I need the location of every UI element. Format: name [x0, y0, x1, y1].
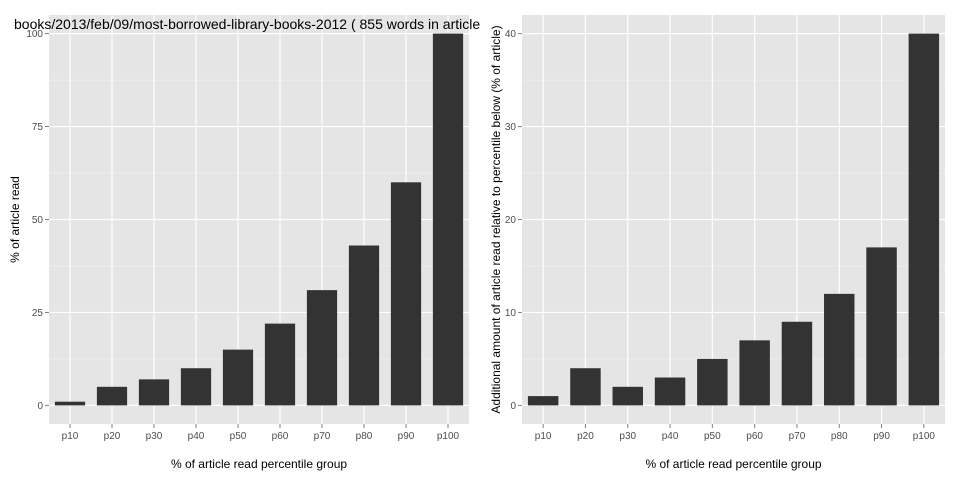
y-tick-label: 40 — [505, 29, 517, 40]
x-tick-label: p40 — [662, 431, 679, 442]
x-tick-label: p100 — [437, 431, 460, 442]
chart-title: books/2013/feb/09/most-borrowed-library-… — [14, 16, 485, 32]
x-tick-label: p50 — [704, 431, 721, 442]
x-tick-label: p10 — [62, 431, 79, 442]
bar-p90 — [866, 247, 897, 406]
bar-p10 — [54, 401, 86, 406]
y-tick-label: 100 — [26, 29, 43, 40]
bar-p50 — [222, 349, 254, 406]
bar-p40 — [654, 377, 686, 406]
x-tick-label: p90 — [873, 431, 890, 442]
y-axis-title: % of article read — [8, 176, 22, 263]
bar-p70 — [781, 321, 813, 406]
x-tick-label: p20 — [577, 431, 594, 442]
x-tick-label: p100 — [913, 431, 936, 442]
x-tick-label: p70 — [789, 431, 806, 442]
y-tick-label: 25 — [32, 308, 44, 319]
y-tick-label: 10 — [505, 308, 517, 319]
x-tick-label: p30 — [619, 431, 636, 442]
y-tick-label: 0 — [37, 401, 43, 412]
chart-panel-2: 0 10 20 30 40 p10 p20 p30 p40 p50 p60 p70 p80 p90 p100… — [489, 15, 945, 471]
bar-p50 — [697, 358, 728, 406]
bar-p80 — [348, 245, 380, 406]
y-axis-title: Additional amount of article read relati… — [489, 25, 503, 413]
bar-p90 — [390, 182, 422, 406]
x-tick-label: p70 — [314, 431, 331, 442]
x-tick-label: p60 — [746, 431, 763, 442]
chart-panel-1: 0 25 50 75 100 p10 p20 p30 p40 p50 p60 p70 p80 p90 p10… — [8, 15, 485, 471]
x-tick-label: p60 — [272, 431, 289, 442]
bar-p60 — [264, 323, 296, 406]
y-tick-label: 75 — [32, 122, 44, 133]
x-tick-label: p90 — [398, 431, 415, 442]
x-tick-label: p80 — [356, 431, 373, 442]
x-tick-label: p80 — [831, 431, 848, 442]
bar-p10 — [527, 396, 559, 406]
x-tick-label: p30 — [146, 431, 163, 442]
x-axis-title: % of article read percentile group — [171, 457, 347, 471]
bar-p30 — [138, 379, 170, 406]
y-tick-label: 20 — [505, 215, 517, 226]
x-tick-label: p20 — [104, 431, 121, 442]
bar-p20 — [96, 386, 128, 406]
x-tick-label: p40 — [188, 431, 205, 442]
x-tick-label: p50 — [230, 431, 247, 442]
bar-p100 — [908, 33, 940, 406]
bar-p30 — [612, 386, 643, 406]
bar-p70 — [306, 290, 338, 406]
bar-p20 — [570, 368, 601, 406]
bar-p80 — [824, 293, 855, 406]
x-tick-label: p10 — [535, 431, 552, 442]
y-tick-label: 0 — [510, 401, 516, 412]
bar-p60 — [739, 340, 770, 406]
y-tick-label: 30 — [505, 122, 517, 133]
bar-p40 — [180, 368, 212, 406]
bar-p100 — [432, 33, 464, 406]
y-tick-label: 50 — [32, 215, 44, 226]
x-axis-title: % of article read percentile group — [645, 457, 821, 471]
